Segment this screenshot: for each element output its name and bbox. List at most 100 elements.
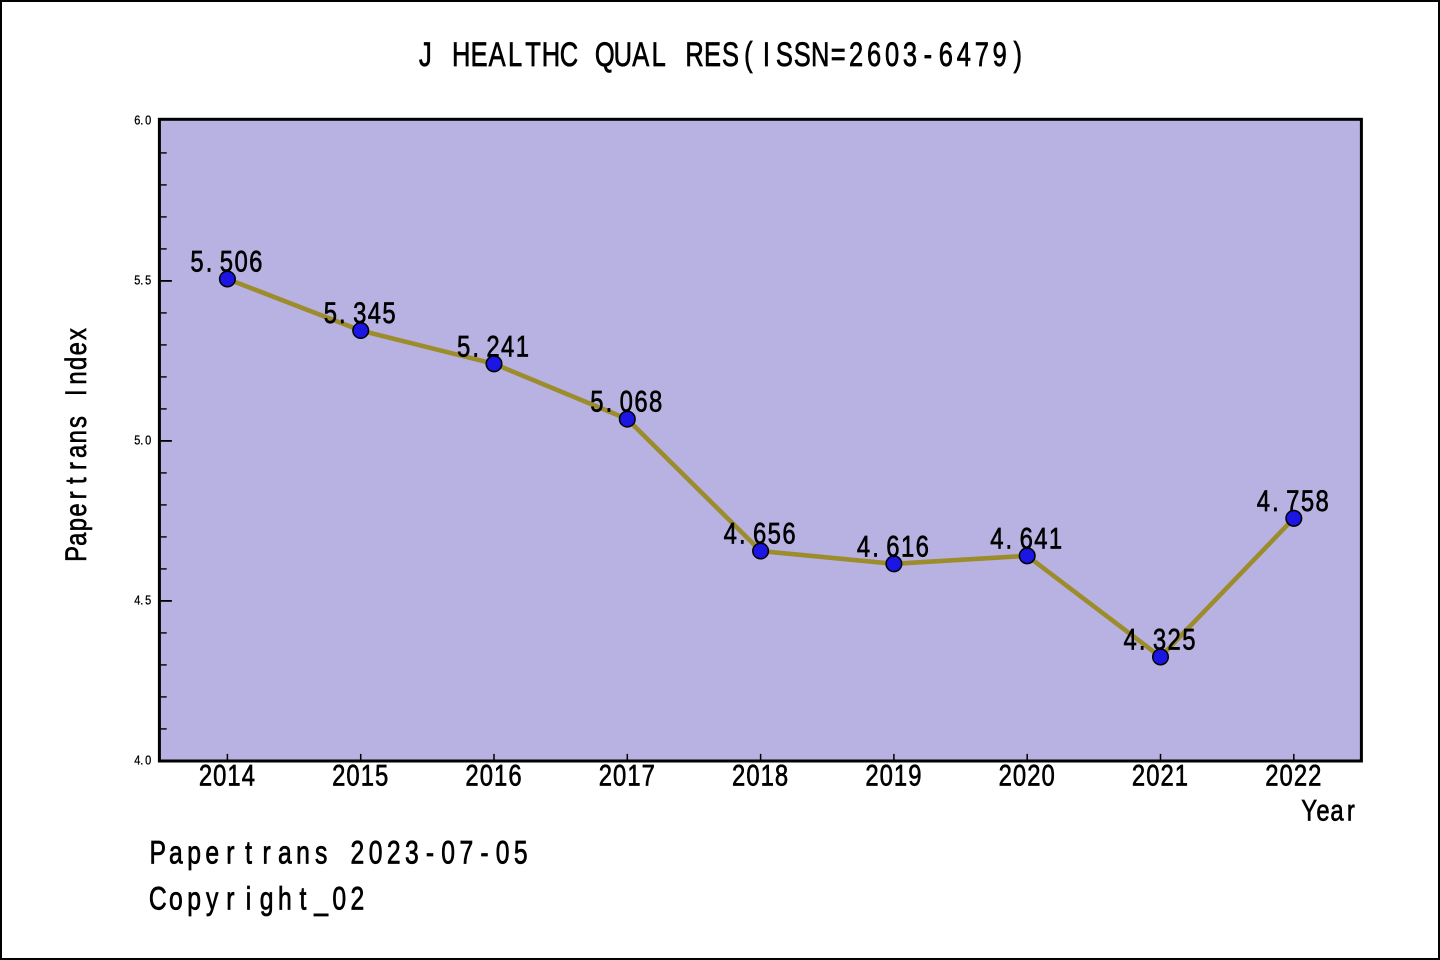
svg-text:L: L bbox=[508, 36, 522, 74]
svg-text:2: 2 bbox=[332, 759, 345, 792]
svg-text:e: e bbox=[205, 835, 219, 871]
svg-text:4: 4 bbox=[501, 330, 514, 363]
svg-text:0: 0 bbox=[620, 385, 633, 418]
svg-text:P: P bbox=[150, 835, 166, 871]
svg-text:d: d bbox=[59, 357, 92, 370]
svg-text:0: 0 bbox=[496, 835, 510, 871]
svg-text:1: 1 bbox=[227, 759, 240, 792]
svg-text:5: 5 bbox=[457, 330, 470, 363]
svg-text:H: H bbox=[452, 36, 470, 74]
svg-text:4: 4 bbox=[134, 593, 140, 608]
svg-text:.: . bbox=[339, 296, 346, 329]
svg-text:Q: Q bbox=[595, 36, 615, 74]
svg-text:0: 0 bbox=[1042, 759, 1055, 792]
svg-text:6: 6 bbox=[134, 113, 140, 128]
svg-text:5: 5 bbox=[190, 245, 203, 278]
svg-text:8: 8 bbox=[1316, 484, 1329, 517]
svg-text:E: E bbox=[704, 36, 721, 74]
svg-text:5: 5 bbox=[1301, 484, 1314, 517]
svg-text:2: 2 bbox=[732, 759, 745, 792]
svg-text:0: 0 bbox=[746, 759, 759, 792]
svg-text:.: . bbox=[140, 113, 143, 128]
svg-text:n: n bbox=[59, 430, 92, 443]
svg-text:H: H bbox=[542, 36, 560, 74]
svg-text:4: 4 bbox=[242, 759, 255, 792]
svg-text:6: 6 bbox=[916, 530, 929, 563]
svg-text:r: r bbox=[1347, 794, 1355, 827]
svg-text:p: p bbox=[187, 835, 201, 871]
svg-text:5: 5 bbox=[1182, 623, 1195, 656]
svg-text:1: 1 bbox=[1049, 522, 1062, 555]
svg-text:6: 6 bbox=[782, 517, 795, 550]
svg-text:4: 4 bbox=[1124, 623, 1137, 656]
svg-text:4: 4 bbox=[1034, 522, 1047, 555]
svg-text:4: 4 bbox=[724, 517, 737, 550]
svg-text:n: n bbox=[59, 371, 92, 384]
svg-text:0: 0 bbox=[369, 835, 383, 871]
svg-text:J: J bbox=[419, 36, 432, 74]
svg-text:p: p bbox=[59, 518, 92, 531]
svg-text:r: r bbox=[263, 835, 272, 871]
svg-text:.: . bbox=[206, 245, 213, 278]
svg-text:.: . bbox=[1272, 484, 1279, 517]
svg-text:3: 3 bbox=[903, 36, 917, 74]
svg-text:4: 4 bbox=[368, 296, 381, 329]
svg-text:5: 5 bbox=[375, 759, 388, 792]
svg-text:a: a bbox=[1330, 794, 1343, 827]
svg-text:5: 5 bbox=[145, 593, 151, 608]
svg-text:0: 0 bbox=[332, 881, 346, 917]
svg-text:2: 2 bbox=[1265, 759, 1278, 792]
svg-text:2: 2 bbox=[199, 759, 212, 792]
svg-text:3: 3 bbox=[1153, 623, 1166, 656]
svg-text:1: 1 bbox=[361, 759, 374, 792]
svg-text:1: 1 bbox=[494, 759, 507, 792]
svg-text:A: A bbox=[489, 36, 507, 74]
svg-text:0: 0 bbox=[480, 759, 493, 792]
svg-text:4: 4 bbox=[1257, 484, 1270, 517]
svg-text:2: 2 bbox=[599, 759, 612, 792]
svg-text:N: N bbox=[811, 36, 829, 74]
svg-text:1: 1 bbox=[761, 759, 774, 792]
svg-text:5: 5 bbox=[220, 245, 233, 278]
svg-text:2: 2 bbox=[1308, 759, 1321, 792]
svg-text:.: . bbox=[739, 517, 746, 550]
svg-text:r: r bbox=[226, 835, 235, 871]
svg-text:a: a bbox=[59, 445, 92, 458]
svg-text:6: 6 bbox=[249, 245, 262, 278]
svg-text:6: 6 bbox=[508, 759, 521, 792]
svg-text:o: o bbox=[169, 881, 183, 917]
svg-text:e: e bbox=[1316, 794, 1329, 827]
svg-text:5: 5 bbox=[514, 835, 528, 871]
svg-text:1: 1 bbox=[627, 759, 640, 792]
svg-text:5: 5 bbox=[382, 296, 395, 329]
svg-text:0: 0 bbox=[1146, 759, 1159, 792]
svg-text:x: x bbox=[59, 328, 92, 340]
svg-text:6: 6 bbox=[1020, 522, 1033, 555]
svg-text:7: 7 bbox=[975, 36, 989, 74]
svg-text:0: 0 bbox=[880, 759, 893, 792]
svg-text:P: P bbox=[59, 546, 92, 562]
svg-text:0: 0 bbox=[613, 759, 626, 792]
svg-text:r: r bbox=[226, 881, 235, 917]
svg-text:8: 8 bbox=[649, 385, 662, 418]
svg-text:0: 0 bbox=[1280, 759, 1293, 792]
svg-text:(: ( bbox=[744, 36, 752, 74]
svg-text:a: a bbox=[169, 835, 184, 871]
svg-text:L: L bbox=[652, 36, 666, 74]
svg-text:6: 6 bbox=[886, 530, 899, 563]
svg-text:i: i bbox=[246, 881, 251, 917]
svg-text:.: . bbox=[140, 273, 143, 288]
svg-text:h: h bbox=[278, 881, 292, 917]
svg-text:7: 7 bbox=[1286, 484, 1299, 517]
svg-text:p: p bbox=[187, 881, 201, 917]
svg-text:T: T bbox=[525, 36, 541, 74]
svg-text:2: 2 bbox=[486, 330, 499, 363]
svg-text:-: - bbox=[480, 835, 488, 871]
svg-text:5: 5 bbox=[590, 385, 603, 418]
svg-text:.: . bbox=[140, 753, 143, 768]
svg-text:5: 5 bbox=[134, 273, 140, 288]
svg-text:-: - bbox=[426, 835, 434, 871]
svg-text:2: 2 bbox=[849, 36, 863, 74]
svg-text:0: 0 bbox=[441, 835, 455, 871]
svg-text:r: r bbox=[59, 491, 92, 499]
